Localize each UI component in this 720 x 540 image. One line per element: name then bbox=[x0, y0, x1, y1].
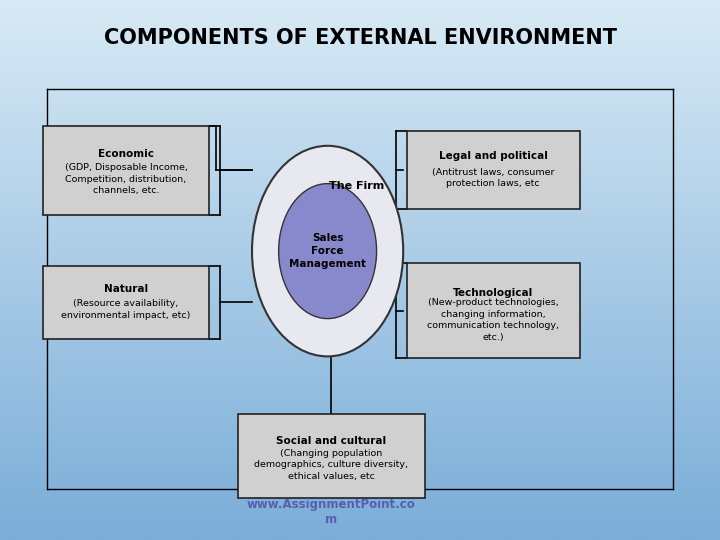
Ellipse shape bbox=[252, 146, 403, 356]
Text: (GDP, Disposable Income,
Competition, distribution,
channels, etc.: (GDP, Disposable Income, Competition, di… bbox=[65, 163, 187, 195]
Text: www.AssignmentPoint.co: www.AssignmentPoint.co bbox=[247, 498, 415, 511]
Text: The Firm: The Firm bbox=[329, 181, 384, 191]
Text: m: m bbox=[325, 513, 337, 526]
Ellipse shape bbox=[279, 184, 377, 319]
Text: (Changing population
demographics, culture diversity,
ethical values, etc: (Changing population demographics, cultu… bbox=[254, 449, 408, 481]
Text: Sales
Force
Management: Sales Force Management bbox=[289, 233, 366, 269]
Text: Social and cultural: Social and cultural bbox=[276, 436, 386, 446]
Text: (Resource availability,
environmental impact, etc): (Resource availability, environmental im… bbox=[61, 300, 191, 320]
Text: Economic: Economic bbox=[98, 149, 154, 159]
Text: Legal and political: Legal and political bbox=[438, 151, 548, 161]
FancyBboxPatch shape bbox=[238, 415, 425, 498]
FancyBboxPatch shape bbox=[407, 263, 580, 357]
FancyBboxPatch shape bbox=[407, 131, 580, 209]
Text: Natural: Natural bbox=[104, 284, 148, 294]
FancyBboxPatch shape bbox=[43, 266, 209, 339]
Text: COMPONENTS OF EXTERNAL ENVIRONMENT: COMPONENTS OF EXTERNAL ENVIRONMENT bbox=[104, 28, 616, 48]
Text: Technological: Technological bbox=[453, 288, 534, 299]
Text: (Antitrust laws, consumer
protection laws, etc: (Antitrust laws, consumer protection law… bbox=[432, 168, 554, 188]
Text: (New-product technologies,
changing information,
communication technology,
etc.): (New-product technologies, changing info… bbox=[427, 298, 559, 342]
FancyBboxPatch shape bbox=[43, 125, 209, 214]
